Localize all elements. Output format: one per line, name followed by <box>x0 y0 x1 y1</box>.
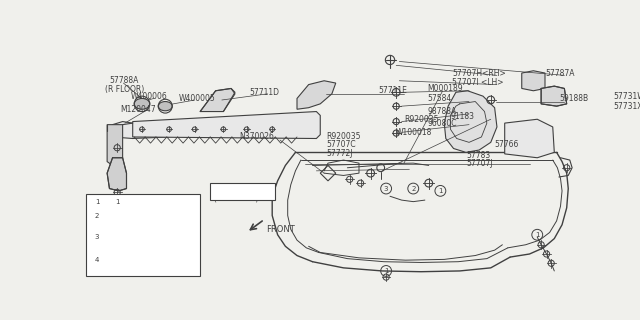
Text: 1: 1 <box>535 232 540 238</box>
Text: 4: 4 <box>95 257 99 263</box>
Text: 57731W<RH>: 57731W<RH> <box>613 92 640 101</box>
Text: W400005: W400005 <box>179 94 216 103</box>
Text: 57788A: 57788A <box>109 76 139 85</box>
Text: 3: 3 <box>95 234 99 240</box>
Text: 57783: 57783 <box>466 151 490 160</box>
Text: M000189: M000189 <box>428 84 463 93</box>
Bar <box>86 194 200 276</box>
Polygon shape <box>541 86 566 106</box>
Text: 2: 2 <box>95 213 99 219</box>
Text: W100018: W100018 <box>396 128 433 137</box>
Polygon shape <box>505 119 554 158</box>
Text: 57707C: 57707C <box>326 140 356 149</box>
Text: 98788A: 98788A <box>428 107 456 116</box>
Text: N370026: N370026 <box>239 132 274 141</box>
Text: 57765C <RH>: 57765C <RH> <box>111 228 166 237</box>
Text: R920035: R920035 <box>326 132 361 141</box>
Text: 57584: 57584 <box>428 94 451 103</box>
Polygon shape <box>444 91 497 152</box>
Text: 1: 1 <box>438 188 443 194</box>
Bar <box>210 183 275 200</box>
Text: 57765D <LH>: 57765D <LH> <box>111 240 166 249</box>
Polygon shape <box>107 124 123 165</box>
Text: ⓝN023808000(4): ⓝN023808000(4) <box>111 257 173 263</box>
Polygon shape <box>132 112 320 139</box>
Text: 57766: 57766 <box>495 140 519 149</box>
Text: W140007: W140007 <box>111 197 148 206</box>
Polygon shape <box>107 158 127 191</box>
Text: 3: 3 <box>384 186 388 192</box>
Text: (R FLOOR): (R FLOOR) <box>105 85 144 94</box>
Text: 2: 2 <box>411 186 415 192</box>
Text: 57707I <LH>: 57707I <LH> <box>452 78 504 87</box>
Polygon shape <box>113 122 169 139</box>
Text: 57707H<RH>: 57707H<RH> <box>452 68 506 77</box>
Text: 59188B: 59188B <box>559 94 588 103</box>
Text: 57711D: 57711D <box>249 88 279 97</box>
Ellipse shape <box>158 101 172 111</box>
Text: 57772J: 57772J <box>326 149 353 158</box>
Text: 91183: 91183 <box>451 112 474 121</box>
Text: 57707J: 57707J <box>466 159 493 168</box>
Text: FRONT: FRONT <box>266 225 295 234</box>
Ellipse shape <box>134 99 150 109</box>
Text: 96080C: 96080C <box>428 119 457 128</box>
Text: M120047: M120047 <box>120 105 156 114</box>
Text: 1: 1 <box>95 199 99 205</box>
Polygon shape <box>522 71 545 91</box>
Text: W400006: W400006 <box>131 92 167 101</box>
Text: ⓝN023806000(2): ⓝN023806000(2) <box>111 213 173 220</box>
Text: 57787A: 57787A <box>545 68 575 77</box>
Text: R920035: R920035 <box>404 115 438 124</box>
Text: (9906-0006): (9906-0006) <box>213 195 259 202</box>
Text: W130025: W130025 <box>213 185 250 194</box>
Text: 1: 1 <box>115 199 120 205</box>
Text: 1: 1 <box>384 268 388 274</box>
Polygon shape <box>297 81 336 109</box>
Text: 57731X<LH>: 57731X<LH> <box>613 102 640 111</box>
Polygon shape <box>200 88 235 112</box>
Text: 57711E: 57711E <box>378 86 407 95</box>
